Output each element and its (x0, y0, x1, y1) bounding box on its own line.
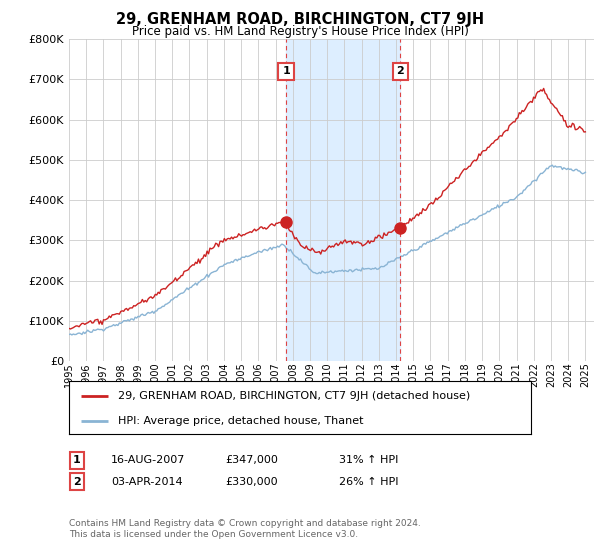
Text: 03-APR-2014: 03-APR-2014 (111, 477, 182, 487)
Text: 1: 1 (283, 67, 290, 76)
Text: 31% ↑ HPI: 31% ↑ HPI (339, 455, 398, 465)
Bar (286, 39, 400, 361)
Text: Contains HM Land Registry data © Crown copyright and database right 2024.
This d: Contains HM Land Registry data © Crown c… (69, 519, 421, 539)
Text: 2: 2 (397, 67, 404, 76)
Text: Price paid vs. HM Land Registry's House Price Index (HPI): Price paid vs. HM Land Registry's House … (131, 25, 469, 38)
Text: £347,000: £347,000 (225, 455, 278, 465)
Text: 2: 2 (73, 477, 80, 487)
Text: 26% ↑ HPI: 26% ↑ HPI (339, 477, 398, 487)
Text: 29, GRENHAM ROAD, BIRCHINGTON, CT7 9JH (detached house): 29, GRENHAM ROAD, BIRCHINGTON, CT7 9JH (… (118, 391, 470, 401)
Text: 29, GRENHAM ROAD, BIRCHINGTON, CT7 9JH: 29, GRENHAM ROAD, BIRCHINGTON, CT7 9JH (116, 12, 484, 27)
Text: HPI: Average price, detached house, Thanet: HPI: Average price, detached house, Than… (118, 416, 363, 426)
Text: 16-AUG-2007: 16-AUG-2007 (111, 455, 185, 465)
Text: £330,000: £330,000 (225, 477, 278, 487)
Text: 1: 1 (73, 455, 80, 465)
